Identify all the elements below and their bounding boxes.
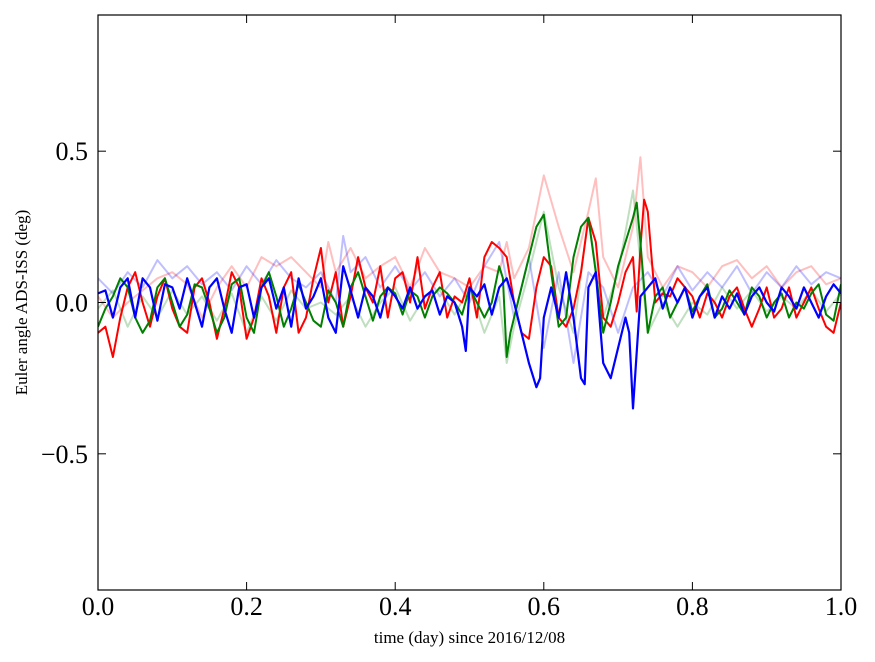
series-layer bbox=[98, 156, 841, 410]
x-tick-label: 1.0 bbox=[825, 592, 858, 621]
y-axis-label: Euler angle ADS-ISS (deg) bbox=[12, 210, 31, 396]
x-tick-label: 0.2 bbox=[230, 592, 263, 621]
series-line-3 bbox=[98, 234, 841, 364]
x-tick-label: 0.6 bbox=[528, 592, 561, 621]
x-tick-label: 0.8 bbox=[676, 592, 709, 621]
x-axis-label: time (day) since 2016/12/08 bbox=[374, 628, 565, 647]
x-tick-label: 0.4 bbox=[379, 592, 412, 621]
y-tick-label: 0.0 bbox=[56, 289, 89, 318]
tick-labels-layer: 0.0 0.2 0.4 0.6 0.8 1.0 −0.5 0.0 0.5 bbox=[41, 137, 857, 621]
series-line-6 bbox=[98, 265, 841, 410]
x-tick-label: 0.0 bbox=[82, 592, 115, 621]
y-tick-label: 0.5 bbox=[56, 137, 89, 166]
ticks-layer bbox=[97, 15, 842, 590]
y-tick-label: −0.5 bbox=[41, 440, 88, 469]
series-line-4 bbox=[98, 198, 841, 358]
